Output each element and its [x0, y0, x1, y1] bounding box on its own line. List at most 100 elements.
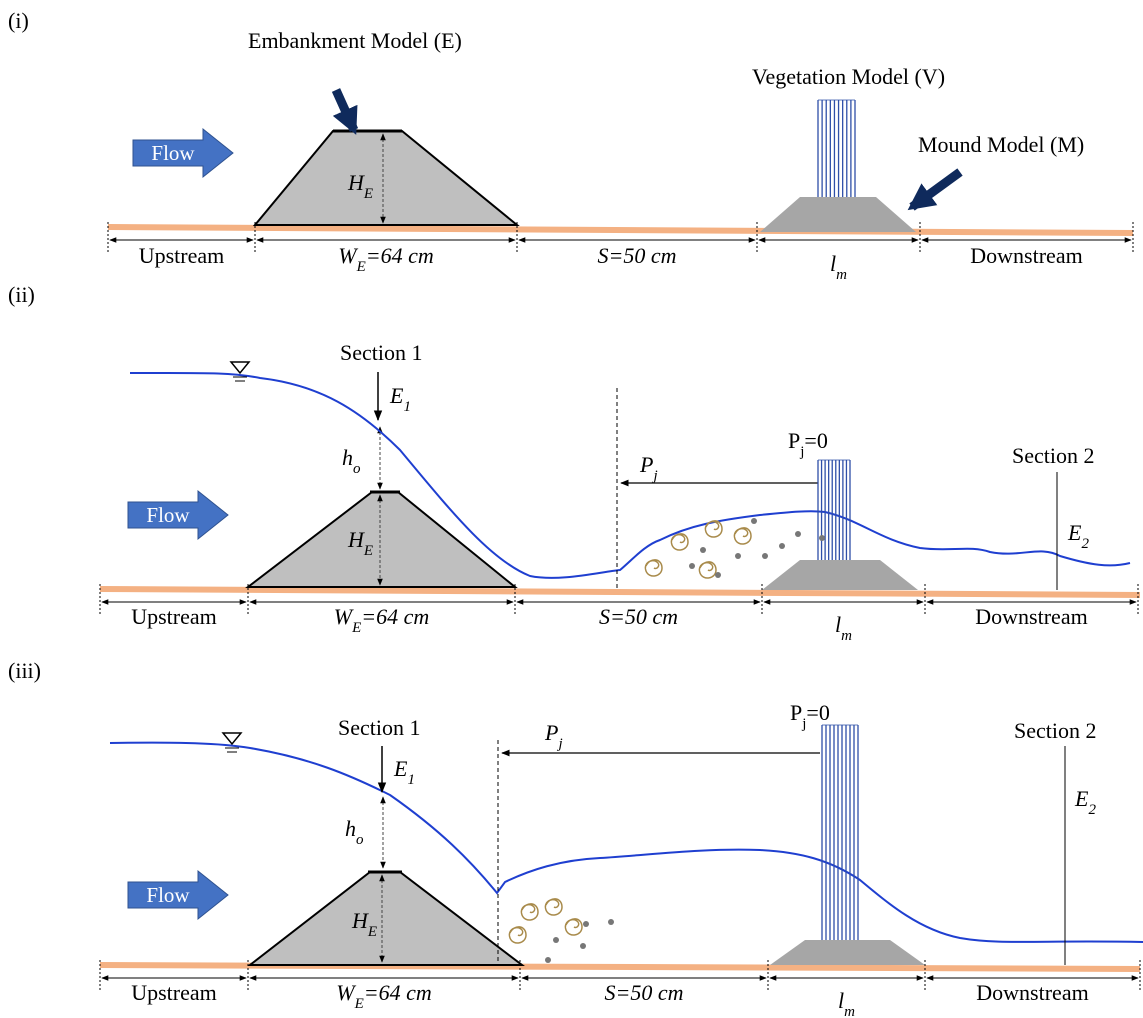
label-tail: =64 cm: [366, 243, 434, 268]
label-subscript: o: [353, 461, 361, 477]
label-subscript: 2: [1088, 802, 1096, 818]
pointer-arrow: [912, 172, 960, 207]
label-main: Downstream: [975, 604, 1087, 629]
dimension-label: Downstream: [976, 980, 1088, 1005]
label-main: P: [544, 720, 558, 745]
flow-label: Flow: [146, 883, 190, 907]
label-main: Downstream: [970, 243, 1082, 268]
panel-label: (iii): [8, 658, 41, 683]
label-main: P: [790, 700, 802, 725]
embankment: [255, 131, 517, 225]
label-main: Upstream: [139, 243, 225, 268]
label-tail: =0: [804, 428, 827, 453]
label-main: Upstream: [131, 604, 217, 629]
label-main: h: [345, 816, 356, 841]
label: Pj: [544, 720, 563, 752]
ground: [108, 227, 1133, 233]
label-main: P: [788, 428, 800, 453]
dimension-label: WE=64 cm: [334, 604, 430, 636]
label-main: P: [639, 452, 653, 477]
embankment: [250, 872, 522, 965]
water-surface: [130, 373, 1130, 578]
label-main: H: [347, 170, 365, 195]
panel-ii: (ii) Section 1 Section 2: [8, 282, 1140, 595]
label-main: E: [1074, 786, 1089, 811]
eddies: [509, 899, 614, 963]
label-main: Upstream: [131, 980, 217, 1005]
label-subscript: E: [367, 924, 377, 940]
section-label: Section 1: [340, 340, 423, 365]
dimension-label: Downstream: [970, 243, 1082, 268]
label-subscript: 1: [407, 772, 415, 788]
label: ho: [342, 445, 361, 477]
label: Pj: [639, 452, 658, 484]
label-main: H: [347, 527, 365, 552]
dimension-label: S=50 cm: [599, 604, 678, 629]
label-main: Downstream: [976, 980, 1088, 1005]
label: E1: [393, 756, 415, 788]
section-label: Section 2: [1012, 443, 1095, 468]
label-main: W: [334, 604, 354, 629]
dimension-label: lm: [830, 251, 847, 283]
label-subscript: 2: [1081, 536, 1089, 552]
dimension-label: lm: [838, 988, 855, 1018]
label-main: W: [336, 980, 356, 1005]
embankment-label: Embankment Model (E): [248, 28, 462, 53]
dimension-label: S=50 cm: [605, 980, 684, 1005]
embankment: [248, 492, 515, 587]
label: E2: [1074, 786, 1096, 818]
label-main: W: [338, 243, 358, 268]
label-main: S=50 cm: [598, 243, 677, 268]
label-subscript: E: [351, 620, 361, 636]
label-subscript: E: [354, 996, 364, 1012]
label-main: E: [389, 383, 404, 408]
ground: [100, 589, 1140, 595]
dimension-label: S=50 cm: [598, 243, 677, 268]
water-symbol: [223, 733, 241, 752]
label-subscript: E: [356, 259, 366, 275]
flow-label: Flow: [151, 141, 195, 165]
panel-i: (i) Embankment Model (E) Vegetation Mode…: [8, 8, 1133, 233]
label: ho: [345, 816, 364, 848]
mound-label: Mound Model (M): [918, 132, 1084, 157]
label-subscript: m: [844, 1004, 855, 1018]
dimension-label: Upstream: [131, 604, 217, 629]
panel-label: (ii): [8, 282, 35, 307]
label-tail: =0: [806, 700, 829, 725]
dimension-label: Upstream: [139, 243, 225, 268]
label-main: S=50 cm: [605, 980, 684, 1005]
water-symbol: [231, 362, 249, 381]
water-surface: [110, 743, 1143, 942]
mound: [770, 940, 925, 965]
figure: (i) Embankment Model (E) Vegetation Mode…: [0, 0, 1143, 1018]
pointer-arrow: [336, 90, 354, 130]
panel-label: (i): [8, 8, 29, 33]
label-tail: =64 cm: [361, 604, 429, 629]
label-main: E: [1067, 520, 1082, 545]
flow-label: Flow: [146, 503, 190, 527]
label-main: S=50 cm: [599, 604, 678, 629]
section-label: Section 1: [338, 715, 421, 740]
label-subscript: 1: [403, 399, 411, 415]
mound: [762, 560, 918, 590]
dimension-label: WE=64 cm: [336, 980, 432, 1012]
label-main: h: [342, 445, 353, 470]
label: Pj=0: [788, 428, 828, 460]
label-subscript: o: [356, 832, 364, 848]
label-subscript: m: [841, 628, 852, 644]
dimension-label: Upstream: [131, 980, 217, 1005]
label: E2: [1067, 520, 1089, 552]
label-subscript: E: [363, 186, 373, 202]
label-main: H: [351, 908, 369, 933]
label: Pj=0: [790, 700, 830, 732]
label-subscript: E: [363, 543, 373, 559]
vegetation: [818, 100, 855, 198]
section-label: Section 2: [1014, 718, 1097, 743]
vegetation: [822, 725, 858, 942]
label-main: E: [393, 756, 408, 781]
dimension-label: Downstream: [975, 604, 1087, 629]
label-subscript: m: [836, 267, 847, 283]
mound: [760, 197, 916, 232]
label: E1: [389, 383, 411, 415]
dimension-label: lm: [835, 612, 852, 644]
